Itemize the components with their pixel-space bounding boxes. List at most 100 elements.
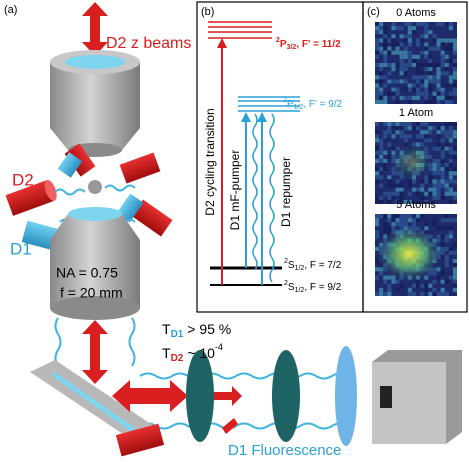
noise-pixel (407, 95, 412, 100)
noise-pixel (407, 191, 412, 196)
noise-pixel (403, 67, 408, 72)
noise-pixel (416, 191, 421, 196)
noise-pixel (452, 50, 457, 55)
noise-pixel (375, 54, 380, 59)
noise-pixel (395, 79, 400, 84)
noise-pixel (395, 191, 400, 196)
noise-pixel (375, 218, 380, 223)
noise-pixel (424, 50, 429, 55)
noise-pixel (428, 187, 433, 192)
noise-pixel (436, 179, 441, 184)
na-label: NA = 0.75 (56, 265, 118, 281)
noise-pixel (452, 146, 457, 151)
noise-pixel (407, 22, 412, 27)
noise-pixel (452, 87, 457, 92)
noise-pixel (379, 183, 384, 188)
noise-pixel (424, 199, 429, 204)
noise-pixel (383, 38, 388, 43)
noise-pixel (440, 87, 445, 92)
lower-objective (50, 207, 140, 320)
noise-pixel (432, 79, 437, 84)
noise-pixel (407, 30, 412, 35)
noise-pixel (375, 150, 380, 155)
noise-pixel (387, 291, 392, 296)
noise-pixel (395, 183, 400, 188)
noise-pixel (452, 271, 457, 276)
noise-pixel (379, 158, 384, 163)
noise-pixel (440, 279, 445, 284)
noise-pixel (391, 91, 396, 96)
noise-pixel (424, 287, 429, 292)
rest: , F = 9/2 (304, 282, 341, 293)
noise-pixel (395, 126, 400, 131)
noise-pixel (424, 54, 429, 59)
noise-pixel (428, 75, 433, 80)
noise-pixel (452, 67, 457, 72)
noise-pixel (383, 191, 388, 196)
noise-pixel (440, 179, 445, 184)
noise-pixel (407, 63, 412, 68)
noise-pixel (391, 26, 396, 31)
noise-pixel (387, 283, 392, 288)
noise-pixel (399, 134, 404, 139)
noise-pixel (440, 95, 445, 100)
noise-pixel (444, 46, 449, 51)
noise-pixel (387, 175, 392, 180)
noise-pixel (399, 79, 404, 84)
noise-pixel (375, 99, 380, 104)
noise-pixel (395, 287, 400, 292)
noise-pixel (448, 171, 453, 176)
noise-pixel (379, 91, 384, 96)
noise-pixel (383, 83, 388, 88)
noise-pixel (383, 150, 388, 155)
noise-pixel (420, 50, 425, 55)
noise-pixel (452, 167, 457, 172)
noise-pixel (383, 46, 388, 51)
noise-pixel (399, 122, 404, 127)
noise-pixel (416, 187, 421, 192)
noise-pixel (436, 83, 441, 88)
noise-pixel (448, 58, 453, 63)
noise-pixel (383, 214, 388, 219)
noise-pixel (436, 126, 441, 131)
noise-pixel (411, 95, 416, 100)
noise-pixel (444, 291, 449, 296)
noise-pixel (411, 26, 416, 31)
noise-pixel (440, 195, 445, 200)
noise-pixel (444, 167, 449, 172)
noise-pixel (375, 171, 380, 176)
noise-pixel (383, 163, 388, 168)
noise-pixel (416, 79, 421, 84)
noise-pixel (403, 87, 408, 92)
noise-pixel (387, 195, 392, 200)
noise-pixel (416, 22, 421, 27)
noise-pixel (448, 134, 453, 139)
noise-pixel (432, 183, 437, 188)
noise-pixel (383, 275, 388, 280)
noise-pixel (440, 183, 445, 188)
t: T (162, 345, 171, 361)
noise-pixel (428, 54, 433, 59)
t: T (162, 321, 171, 337)
mirror-coating (52, 372, 135, 432)
noise-pixel (387, 179, 392, 184)
noise-pixel (452, 75, 457, 80)
noise-pixel (448, 79, 453, 84)
noise-pixel (387, 142, 392, 147)
noise-pixel (399, 95, 404, 100)
noise-pixel (440, 42, 445, 47)
noise-pixel (448, 91, 453, 96)
noise-pixel (428, 99, 433, 104)
noise-pixel (436, 130, 441, 135)
noise-pixel (440, 226, 445, 231)
sub: D2 (171, 353, 184, 364)
noise-pixel (375, 167, 380, 172)
noise-pixel (452, 287, 457, 292)
noise-pixel (440, 38, 445, 43)
noise-pixel (375, 158, 380, 163)
filter (272, 350, 300, 442)
noise-pixel (391, 126, 396, 131)
sup: 2 (276, 37, 280, 44)
noise-pixel (440, 54, 445, 59)
noise-pixel (452, 38, 457, 43)
